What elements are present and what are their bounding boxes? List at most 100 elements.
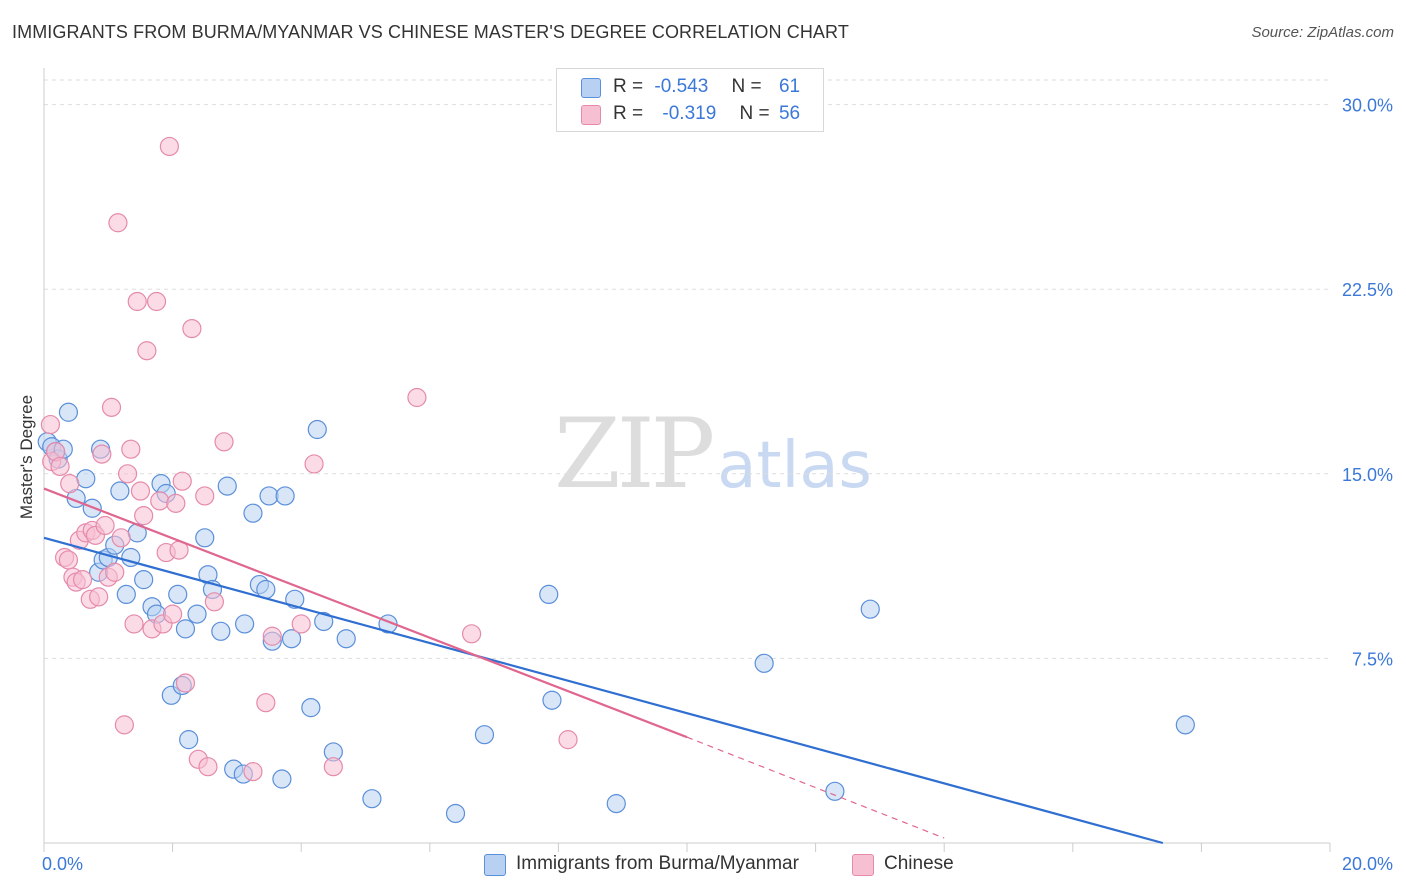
point-burma — [606, 794, 626, 814]
point-chinese — [291, 614, 311, 634]
n-value: 56 — [778, 103, 801, 124]
point-burma — [168, 584, 188, 605]
point-chinese — [198, 757, 218, 777]
point-chinese — [92, 444, 112, 464]
legend-stats-burma: R = -0.543 N = 61 — [613, 76, 800, 98]
point-burma — [285, 589, 305, 609]
point-burma — [76, 469, 96, 489]
point-chinese — [195, 486, 215, 506]
point-chinese — [134, 506, 154, 526]
n-label: N = — [739, 103, 770, 124]
point-burma — [187, 604, 207, 624]
source-label: Source: ZipAtlas.com — [1251, 24, 1394, 41]
n-value: 61 — [778, 76, 801, 97]
point-burma — [825, 781, 845, 801]
point-chinese — [175, 673, 196, 693]
y-tick-label: 15.0% — [1342, 465, 1393, 485]
watermark-zip: ZIP — [554, 398, 715, 510]
point-chinese — [166, 493, 186, 513]
point-burma — [860, 599, 880, 619]
watermark-atlas: atlas — [717, 429, 872, 503]
point-chinese — [304, 454, 324, 474]
point-chinese — [105, 562, 125, 582]
point-chinese — [130, 481, 151, 501]
n-label: N = — [731, 76, 762, 97]
point-chinese — [50, 456, 70, 477]
point-burma — [542, 690, 562, 710]
point-chinese — [114, 715, 134, 735]
point-chinese — [117, 464, 138, 484]
legend-stats-chinese: R = -0.319 N = 56 — [613, 103, 800, 125]
point-chinese — [127, 291, 147, 312]
point-chinese — [159, 136, 179, 157]
chart-title: IMMIGRANTS FROM BURMA/MYANMAR VS CHINESE… — [12, 22, 849, 42]
legend-swatch-burma — [581, 78, 601, 98]
point-burma — [116, 584, 136, 605]
point-burma — [58, 402, 79, 422]
point-burma — [336, 629, 356, 649]
point-chinese — [204, 592, 224, 612]
legend-swatch-chinese — [852, 854, 874, 876]
legend-label-burma: Immigrants from Burma/Myanmar — [516, 853, 799, 874]
point-burma — [314, 611, 334, 632]
point-chinese — [243, 762, 263, 782]
point-burma — [235, 614, 255, 634]
point-chinese — [95, 515, 115, 536]
legend-swatch-chinese — [581, 105, 601, 125]
point-burma — [179, 730, 199, 750]
point-burma — [134, 570, 154, 590]
point-chinese — [137, 341, 157, 361]
legend-label-chinese: Chinese — [884, 853, 954, 874]
r-value: -0.319 — [662, 103, 717, 124]
point-burma — [259, 486, 279, 506]
point-burma — [281, 629, 302, 649]
point-burma — [445, 803, 466, 824]
trendline-chinese — [43, 487, 688, 739]
point-burma — [272, 769, 292, 789]
x-tick-label: 20.0% — [1342, 854, 1393, 874]
r-label: R = — [613, 76, 644, 97]
point-chinese — [461, 624, 482, 644]
point-chinese — [323, 757, 343, 777]
y-axis-label: Master's Degree — [17, 395, 36, 519]
point-chinese — [146, 291, 167, 312]
point-burma — [195, 528, 215, 548]
point-chinese — [124, 614, 144, 634]
point-burma — [275, 486, 295, 506]
point-burma — [362, 789, 382, 809]
watermark: ZIPatlas — [554, 398, 872, 510]
point-chinese — [150, 491, 170, 511]
r-label: R = — [613, 103, 644, 124]
point-chinese — [40, 414, 61, 435]
point-burma — [217, 476, 237, 496]
point-chinese — [558, 730, 578, 750]
point-burma — [307, 419, 327, 440]
point-burma — [243, 503, 263, 523]
point-chinese — [60, 474, 80, 494]
point-burma — [1175, 715, 1195, 735]
x-tick-label: 0.0% — [42, 854, 83, 874]
point-burma — [175, 619, 196, 639]
point-chinese — [72, 570, 93, 590]
point-chinese — [262, 626, 282, 646]
point-chinese — [182, 318, 202, 339]
point-burma — [754, 653, 774, 673]
point-burma — [539, 584, 559, 605]
point-chinese — [89, 587, 109, 607]
y-tick-label: 22.5% — [1342, 280, 1393, 300]
y-tick-label: 30.0% — [1342, 96, 1393, 116]
point-chinese — [407, 387, 427, 408]
point-chinese — [172, 471, 192, 491]
point-burma — [110, 481, 130, 501]
point-chinese — [163, 604, 183, 624]
trendline-extension-chinese — [686, 736, 945, 839]
point-chinese — [58, 550, 79, 570]
y-tick-label: 7.5% — [1352, 649, 1393, 669]
point-burma — [301, 698, 321, 718]
point-burma — [474, 725, 495, 745]
point-chinese — [111, 528, 131, 548]
point-chinese — [214, 432, 234, 452]
point-chinese — [256, 693, 276, 713]
r-value: -0.543 — [654, 76, 709, 97]
point-chinese — [108, 213, 128, 233]
